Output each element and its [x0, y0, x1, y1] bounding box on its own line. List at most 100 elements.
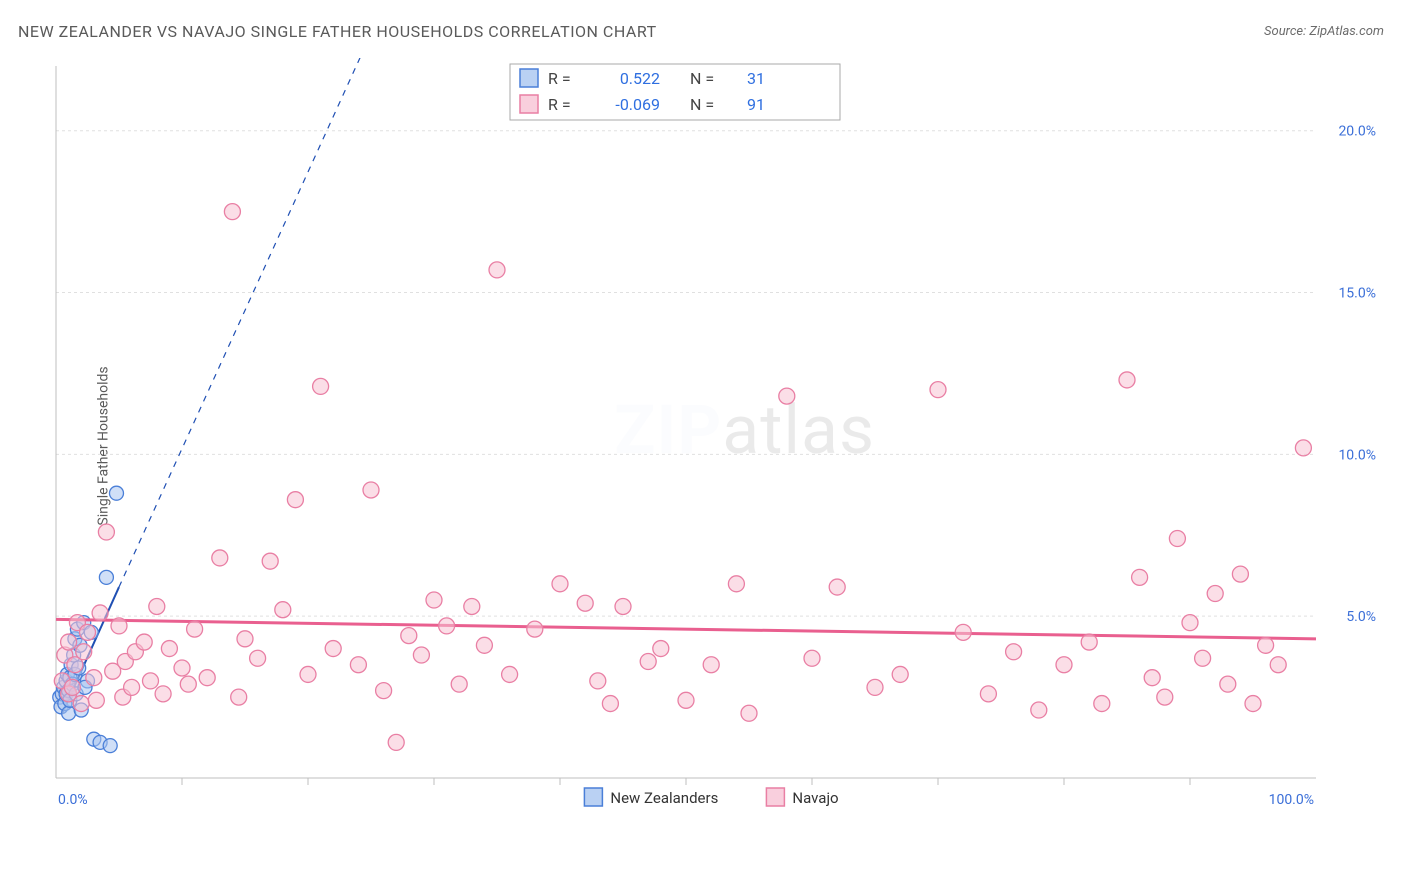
data-point — [363, 482, 379, 498]
data-point — [552, 576, 568, 592]
data-point — [61, 634, 77, 650]
y-tick-label: 15.0% — [1338, 286, 1376, 302]
data-point — [1220, 676, 1236, 692]
stats-r-value: 0.522 — [620, 69, 660, 88]
data-point — [99, 570, 113, 584]
data-point — [231, 689, 247, 705]
data-point — [1094, 696, 1110, 712]
data-point — [1157, 689, 1173, 705]
data-point — [62, 706, 76, 720]
data-point — [73, 696, 89, 712]
data-point — [155, 686, 171, 702]
data-point — [1258, 637, 1274, 653]
data-point — [401, 628, 417, 644]
data-point — [1119, 372, 1135, 388]
data-point — [1169, 531, 1185, 547]
stats-r-label: R = — [548, 95, 571, 114]
data-point — [103, 739, 117, 753]
data-point — [527, 621, 543, 637]
data-point — [489, 262, 505, 278]
data-point — [1182, 615, 1198, 631]
data-point — [1132, 569, 1148, 585]
stats-n-label: N = — [690, 95, 714, 114]
data-point — [143, 673, 159, 689]
data-point — [388, 734, 404, 750]
data-point — [1144, 670, 1160, 686]
data-point — [640, 653, 656, 669]
legend-swatch — [520, 95, 538, 113]
data-point — [275, 602, 291, 618]
watermark: ZIPatlas — [614, 390, 875, 470]
data-point — [88, 692, 104, 708]
data-point — [76, 644, 92, 660]
data-point — [300, 666, 316, 682]
trend-line-extrapolated — [119, 58, 371, 587]
x-tick-label: 0.0% — [58, 792, 88, 808]
data-point — [80, 624, 96, 640]
data-point — [653, 641, 669, 657]
stats-r-label: R = — [548, 69, 571, 88]
data-point — [476, 637, 492, 653]
data-point — [577, 595, 593, 611]
data-point — [728, 576, 744, 592]
data-point — [867, 679, 883, 695]
data-point — [930, 382, 946, 398]
data-point — [1245, 696, 1261, 712]
data-point — [64, 679, 80, 695]
data-point — [1295, 440, 1311, 456]
data-point — [1195, 650, 1211, 666]
data-point — [1056, 657, 1072, 673]
data-point — [741, 705, 757, 721]
scatter-chart: ZIPatlas 5.0% 10.0% 15.0% 20.0% 0.0% 100.0% R =… — [50, 58, 1386, 818]
data-point — [1270, 657, 1286, 673]
data-point — [779, 388, 795, 404]
data-point — [451, 676, 467, 692]
data-point — [161, 641, 177, 657]
stats-r-value: -0.069 — [615, 95, 660, 114]
data-point — [376, 683, 392, 699]
data-point — [1031, 702, 1047, 718]
data-point — [224, 204, 240, 220]
data-point — [111, 618, 127, 634]
legend-swatch — [584, 788, 602, 806]
data-point — [174, 660, 190, 676]
data-point — [892, 666, 908, 682]
data-point — [980, 686, 996, 702]
data-point — [313, 378, 329, 394]
legend-label: New Zealanders — [610, 789, 718, 807]
data-point — [325, 641, 341, 657]
data-point — [502, 666, 518, 682]
data-point — [98, 524, 114, 540]
data-point — [590, 673, 606, 689]
data-point — [426, 592, 442, 608]
legend-swatch — [520, 69, 538, 87]
data-point — [703, 657, 719, 673]
data-point — [1232, 566, 1248, 582]
stats-n-value: 31 — [747, 69, 765, 88]
y-tick-label: 10.0% — [1338, 447, 1376, 463]
data-point — [86, 670, 102, 686]
data-point — [92, 605, 108, 621]
y-tick-label: 5.0% — [1346, 609, 1376, 625]
data-point — [413, 647, 429, 663]
chart-title: NEW ZEALANDER VS NAVAJO SINGLE FATHER HO… — [18, 22, 657, 41]
data-point — [109, 486, 123, 500]
legend-label: Navajo — [792, 789, 838, 807]
data-point — [678, 692, 694, 708]
data-point — [1006, 644, 1022, 660]
data-point — [804, 650, 820, 666]
data-point — [124, 679, 140, 695]
data-point — [136, 634, 152, 650]
data-point — [187, 621, 203, 637]
data-point — [180, 676, 196, 692]
data-point — [199, 670, 215, 686]
y-tick-label: 20.0% — [1338, 124, 1376, 140]
data-point — [350, 657, 366, 673]
data-point — [829, 579, 845, 595]
data-point — [1207, 586, 1223, 602]
data-point — [250, 650, 266, 666]
data-point — [212, 550, 228, 566]
data-point — [262, 553, 278, 569]
x-tick-label: 100.0% — [1269, 792, 1314, 808]
legend-swatch — [766, 788, 784, 806]
